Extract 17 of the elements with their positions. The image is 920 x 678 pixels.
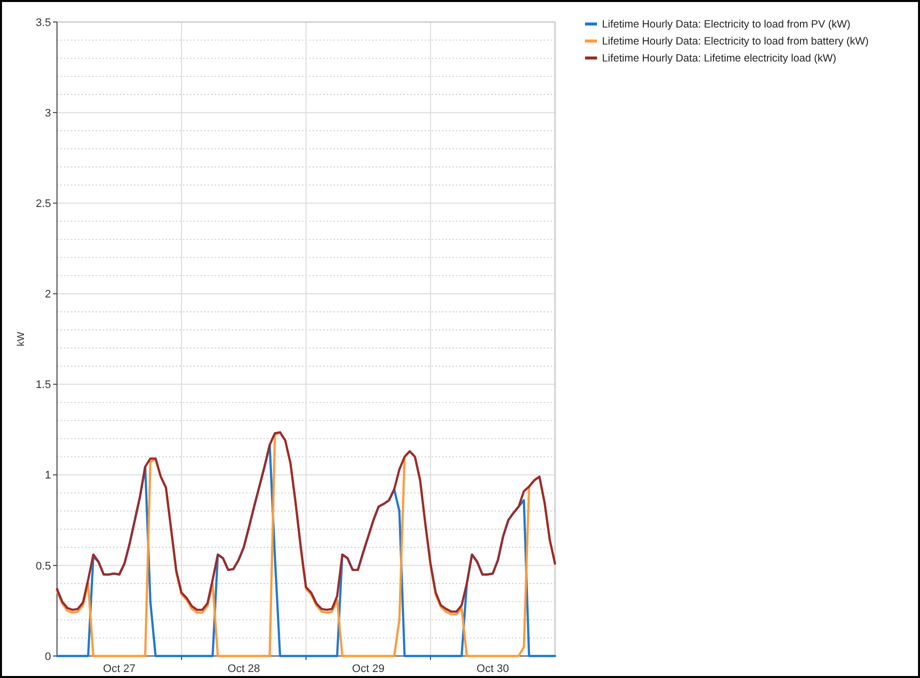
legend-label: Lifetime Hourly Data: Electricity to load from PV (kW) [602, 18, 850, 31]
y-axis-title: kW [16, 331, 27, 346]
y-tick-label: 1.5 [36, 379, 51, 392]
y-tick-label: 0.5 [36, 560, 51, 572]
line-series [56, 431, 556, 613]
x-tick-label: Oct 29 [352, 663, 384, 675]
legend-label: Lifetime Hourly Data: Electricity to load from battery (kW) [602, 36, 869, 48]
y-tick-label: 3 [44, 107, 51, 120]
y-tick-label: 2 [44, 288, 51, 301]
y-tick-label: 3.5 [36, 16, 51, 29]
y-tick-label: 1 [44, 470, 51, 482]
y-tick-label: 0 [44, 650, 51, 663]
x-tick-label: Oct 28 [228, 663, 260, 675]
x-tick-label: Oct 27 [103, 663, 136, 675]
y-tick-label: 2.5 [36, 198, 51, 210]
x-tick-label: Oct 30 [476, 663, 509, 675]
legend-label: Lifetime Hourly Data: Lifetime electricity load (kW) [602, 52, 836, 65]
